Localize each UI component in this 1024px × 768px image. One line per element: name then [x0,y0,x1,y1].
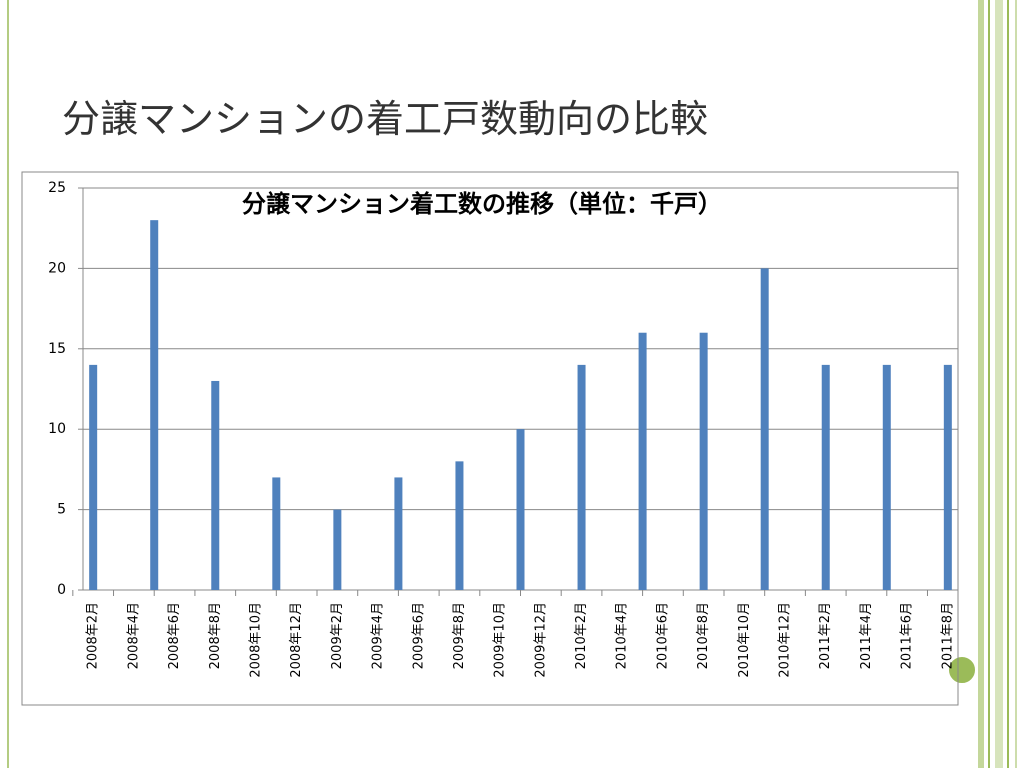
x-tick-label: 2008年10月 [248,602,263,678]
bar [333,509,342,590]
x-tick-label: 2008年4月 [126,602,141,669]
slide-title: 分譲マンションの着工戸数動向の比較 [62,97,708,141]
chart-title: 分譲マンション着工数の推移（単位：千戸） [242,190,722,218]
bar [150,220,159,590]
bar [455,461,464,590]
y-tick-label: 25 [48,180,66,196]
x-tick-label: 2011年8月 [940,602,955,669]
x-tick-label: 2008年8月 [208,602,223,669]
y-tick-label: 5 [57,502,66,518]
x-tick-label: 2010年12月 [778,602,793,678]
bar [699,332,708,590]
x-tick-label: 2009年2月 [330,602,345,669]
x-tick-label: 2009年4月 [371,602,386,669]
bar [638,332,647,590]
x-tick-label: 2008年12月 [289,602,304,678]
y-tick-label: 0 [57,582,66,598]
bar [394,477,403,590]
x-tick-label: 2010年2月 [574,602,589,669]
bar [516,429,525,590]
x-tick-label: 2009年12月 [533,602,548,678]
bar [211,380,220,590]
decor-circle [947,655,977,685]
x-tick-label: 2011年6月 [900,602,915,669]
right-border [978,0,1017,768]
x-tick-label: 2011年2月 [818,602,833,669]
y-tick-label: 15 [48,341,66,357]
chart-frame [21,171,959,706]
x-tick-label: 2008年2月 [86,602,101,669]
bar [760,268,769,590]
y-tick-label: 20 [48,260,66,276]
x-tick-label: 2009年8月 [452,602,467,669]
x-tick-label: 2010年4月 [615,602,630,669]
bar [89,364,98,590]
bar [882,364,891,590]
bar [577,364,586,590]
x-tick-label: 2010年10月 [737,602,752,678]
bar [272,477,281,590]
x-tick-label: 2010年6月 [655,602,670,669]
x-tick-label: 2008年6月 [167,602,182,669]
x-tick-label: 2009年10月 [493,602,508,678]
x-tick-label: 2011年4月 [859,602,874,669]
y-tick-label: 10 [48,421,66,437]
bar [821,364,830,590]
x-tick-label: 2009年6月 [411,602,426,669]
bar [943,364,952,590]
x-tick-label: 2010年8月 [696,602,711,669]
